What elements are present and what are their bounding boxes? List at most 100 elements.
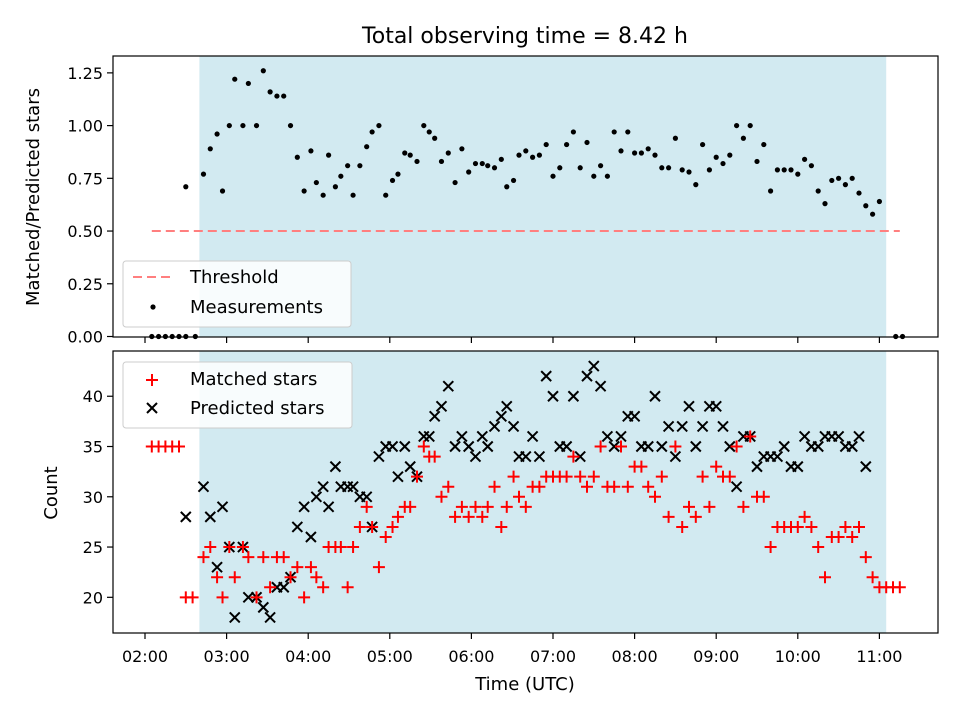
measurement-point [632, 150, 638, 156]
predicted-star-point [291, 521, 304, 533]
matched-star-point [404, 500, 417, 513]
measurement-point [693, 182, 699, 188]
predicted-star-point [449, 440, 461, 453]
matched-star-point [197, 551, 210, 564]
predicted-star-point [520, 450, 532, 463]
matched-star-point [587, 470, 600, 483]
matched-star-point [567, 450, 580, 463]
matched-star-point [264, 581, 277, 594]
predicted-star-point [656, 440, 668, 453]
predicted-star-point [581, 370, 593, 382]
predicted-star-point [229, 611, 241, 624]
predicted-star-point [264, 611, 276, 624]
x-tick-label: 09:00 [693, 647, 739, 666]
measurement-point [345, 163, 351, 169]
matched-star-point [298, 591, 311, 604]
matched-star-point [488, 480, 501, 493]
measurement-point [207, 146, 213, 152]
predicted-star-point [404, 460, 416, 473]
matched-star-point [805, 520, 818, 533]
predicted-star-point [526, 430, 539, 443]
legend-predicted-swatch [146, 402, 158, 414]
top-panel: Total observing time = 8.42 h 0.000.250.… [23, 24, 939, 347]
matched-star-point [519, 500, 532, 513]
matched-star-point [341, 581, 354, 594]
x-tick-label: 04:00 [285, 647, 331, 666]
matched-star-point [391, 510, 404, 523]
matched-star-point [462, 510, 475, 523]
predicted-star-point [710, 400, 722, 413]
matched-star-point [574, 470, 587, 483]
measurement-point [414, 158, 420, 165]
matched-star-point [662, 510, 675, 523]
measurement-point [308, 148, 314, 154]
x-axis-label: Time (UTC) [474, 674, 575, 695]
measurement-point [557, 165, 563, 171]
measurement-point [618, 148, 624, 154]
predicted-star-point [360, 491, 373, 503]
matched-star-point [476, 510, 489, 523]
matched-star-point [366, 520, 379, 533]
matched-star-point [642, 480, 655, 493]
measurement-point [747, 122, 753, 129]
predicted-star-point [462, 440, 475, 453]
matched-star-point [304, 561, 317, 574]
bottom-y-tick-label: 40 [83, 387, 103, 406]
measurement-point [245, 80, 251, 87]
top-y-tick-label: 0.00 [67, 328, 103, 347]
measurement-point [788, 167, 794, 173]
matched-star-point [469, 500, 482, 513]
matched-star-point [744, 430, 757, 443]
matched-star-point [615, 440, 627, 453]
bottom-y-axis-label: Count [41, 466, 62, 519]
top-y-axis-label: Matched/Predicted stars [23, 88, 44, 306]
matched-star-point [513, 490, 525, 503]
predicted-star-point [428, 410, 441, 423]
matched-star-point [581, 480, 593, 493]
matched-star-point [284, 571, 297, 584]
matched-star-point [417, 440, 430, 453]
matched-star-point [798, 510, 811, 523]
matched-star-point [757, 490, 770, 503]
measurement-point [364, 144, 370, 150]
measurement-point [294, 154, 300, 160]
measurement-point [332, 184, 338, 190]
matched-star-point [216, 591, 229, 604]
predicted-star-point [594, 380, 607, 392]
predicted-star-point [574, 450, 586, 463]
matched-star-point [236, 541, 249, 554]
measurement-point [267, 89, 273, 95]
matched-stars-points [145, 430, 906, 604]
matched-star-point [723, 470, 736, 483]
matched-star-point [866, 571, 879, 584]
measurement-point [564, 141, 570, 148]
measurement-point [570, 129, 577, 135]
measurement-point [713, 154, 719, 160]
predicted-star-point [628, 410, 641, 423]
predicted-star-point [567, 390, 580, 402]
predicted-star-point [495, 410, 508, 423]
measurement-point [577, 165, 583, 171]
measurement-point [795, 171, 801, 177]
matched-star-point [353, 520, 366, 533]
bottom-y-tick-label: 35 [83, 438, 103, 457]
predicted-star-point [298, 501, 310, 513]
predicted-star-point [204, 511, 216, 523]
measurement-point [740, 135, 747, 141]
x-tick-label: 08:00 [612, 647, 658, 666]
matched-star-point [277, 551, 290, 564]
measurement-point [870, 211, 876, 217]
measurement-point [815, 188, 821, 194]
predicted-star-point [778, 440, 790, 453]
predicted-star-point [730, 481, 743, 493]
predicted-star-point [257, 601, 270, 614]
matched-star-point [228, 571, 241, 584]
predicted-star-point [560, 440, 573, 453]
predicted-star-point [329, 460, 342, 473]
matched-star-point [703, 500, 716, 513]
top-x-axis-ticks [144, 337, 881, 343]
measurement-point [287, 122, 294, 129]
measurement-point [183, 184, 189, 190]
matched-star-point [832, 530, 845, 543]
measurement-point [761, 141, 767, 148]
